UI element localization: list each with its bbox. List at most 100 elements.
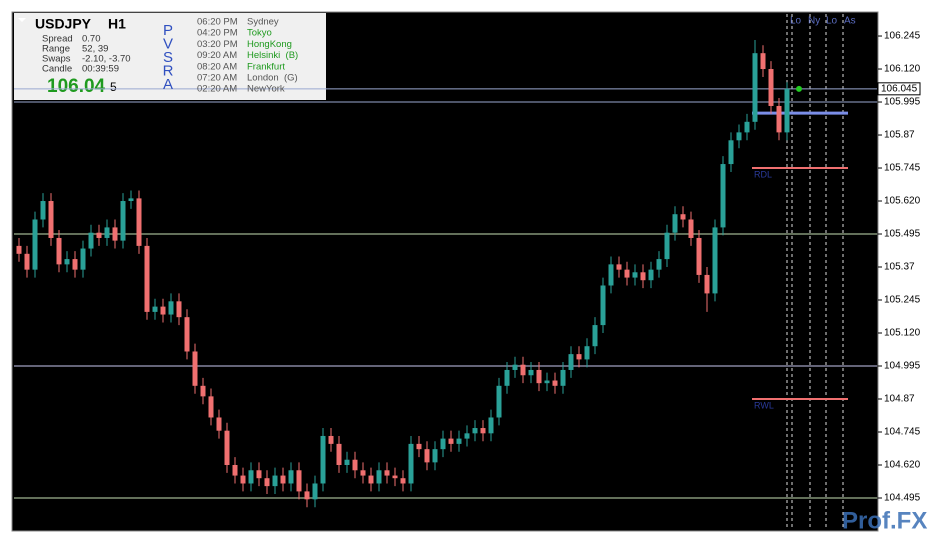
candle-body bbox=[56, 237, 62, 265]
session-name: NewYork bbox=[247, 84, 285, 95]
session-name: Frankfurt bbox=[247, 61, 285, 72]
y-tick-label: 105.87 bbox=[884, 130, 915, 141]
candle-body bbox=[464, 433, 470, 439]
candle-body bbox=[32, 219, 38, 270]
candle-body bbox=[592, 325, 598, 347]
candle-body bbox=[208, 396, 214, 418]
info-value: 00:39:59 bbox=[82, 64, 119, 75]
current-price-label: 106.045 bbox=[881, 83, 918, 94]
candle-body bbox=[520, 364, 526, 376]
candle-body bbox=[96, 232, 102, 238]
candle-body bbox=[712, 227, 718, 294]
y-tick-label: 105.120 bbox=[884, 328, 921, 339]
candle-body bbox=[256, 470, 262, 479]
price: 106.04 bbox=[47, 76, 106, 97]
y-tick-label: 105.495 bbox=[884, 229, 921, 240]
candle-body bbox=[704, 274, 710, 294]
candle-body bbox=[80, 248, 86, 270]
candle-body bbox=[248, 470, 254, 484]
candle-body bbox=[656, 259, 662, 270]
candle-body bbox=[600, 285, 606, 326]
candle-body bbox=[376, 470, 382, 484]
candle-body bbox=[112, 227, 118, 241]
y-tick-label: 104.495 bbox=[884, 493, 921, 504]
candle-body bbox=[736, 132, 742, 141]
y-tick-label: 106.120 bbox=[884, 64, 921, 75]
watermark: Prof.FX bbox=[842, 507, 927, 534]
candle-body bbox=[176, 301, 182, 318]
candle-body bbox=[696, 237, 702, 275]
session-marker: Lo bbox=[790, 16, 802, 27]
candle-body bbox=[648, 269, 654, 281]
candle-body bbox=[144, 245, 150, 312]
pvsra-letter: P bbox=[163, 22, 173, 39]
candle-body bbox=[784, 88, 790, 133]
session-name: Sydney bbox=[247, 17, 279, 28]
candle-body bbox=[552, 380, 558, 386]
candle-body bbox=[320, 435, 326, 484]
candle-body bbox=[160, 306, 166, 315]
candle-body bbox=[224, 430, 230, 466]
y-tick-label: 104.745 bbox=[884, 427, 921, 438]
candle-body bbox=[360, 470, 366, 476]
candle-body bbox=[400, 478, 406, 484]
y-tick-label: 105.745 bbox=[884, 163, 921, 174]
price-box bbox=[877, 82, 921, 96]
candle-body bbox=[632, 272, 638, 278]
candle-body bbox=[616, 264, 622, 270]
candle-body bbox=[584, 346, 590, 360]
candle-body bbox=[168, 301, 174, 315]
candle-body bbox=[496, 385, 502, 418]
candle-body bbox=[720, 164, 726, 228]
candle-body bbox=[568, 354, 574, 370]
candle-body bbox=[104, 227, 110, 238]
session-time: 08:20 AM bbox=[197, 61, 237, 72]
candle-body bbox=[688, 219, 694, 238]
candle-body bbox=[48, 201, 54, 238]
y-tick-label: 104.87 bbox=[884, 394, 915, 405]
session-time: 02:20 AM bbox=[197, 84, 237, 95]
candle-body bbox=[352, 459, 358, 471]
candle-body bbox=[512, 364, 518, 370]
level-label: RDL bbox=[754, 169, 772, 179]
candle-body bbox=[664, 232, 670, 260]
candle-body bbox=[480, 428, 486, 434]
session-time: 03:20 PM bbox=[197, 39, 238, 50]
y-tick-label: 104.620 bbox=[884, 460, 921, 471]
candle-body bbox=[624, 269, 630, 278]
info-label: Swaps bbox=[42, 54, 71, 65]
candle-body bbox=[488, 417, 494, 434]
session-name: London (G) bbox=[247, 73, 298, 84]
candle-body bbox=[280, 475, 286, 484]
candle-body bbox=[72, 259, 78, 270]
info-value: 52, 39 bbox=[82, 44, 108, 55]
candle-body bbox=[416, 443, 422, 450]
candle-body bbox=[640, 272, 646, 281]
candle-body bbox=[680, 214, 686, 220]
candle-body bbox=[328, 435, 334, 444]
candle-body bbox=[544, 380, 550, 384]
candle-body bbox=[120, 201, 126, 241]
session-name: HongKong bbox=[247, 39, 292, 50]
level-label: RWL bbox=[754, 400, 774, 410]
candle-body bbox=[744, 121, 750, 133]
candle-body bbox=[304, 491, 310, 500]
candle-body bbox=[576, 354, 582, 360]
session-marker: Lo bbox=[826, 16, 838, 27]
candle-body bbox=[384, 470, 390, 476]
candle-body bbox=[392, 475, 398, 479]
candle-body bbox=[408, 443, 414, 484]
candle-body bbox=[504, 369, 510, 386]
candle-body bbox=[456, 438, 462, 444]
session-time: 07:20 AM bbox=[197, 73, 237, 84]
pvsra-letter: S bbox=[163, 49, 173, 66]
candle-body bbox=[40, 201, 46, 220]
info-panel bbox=[14, 13, 326, 100]
candle-body bbox=[200, 385, 206, 397]
info-label: Range bbox=[42, 44, 70, 55]
candle-body bbox=[264, 478, 270, 487]
candle-body bbox=[728, 140, 734, 165]
info-label: Candle bbox=[42, 64, 72, 75]
